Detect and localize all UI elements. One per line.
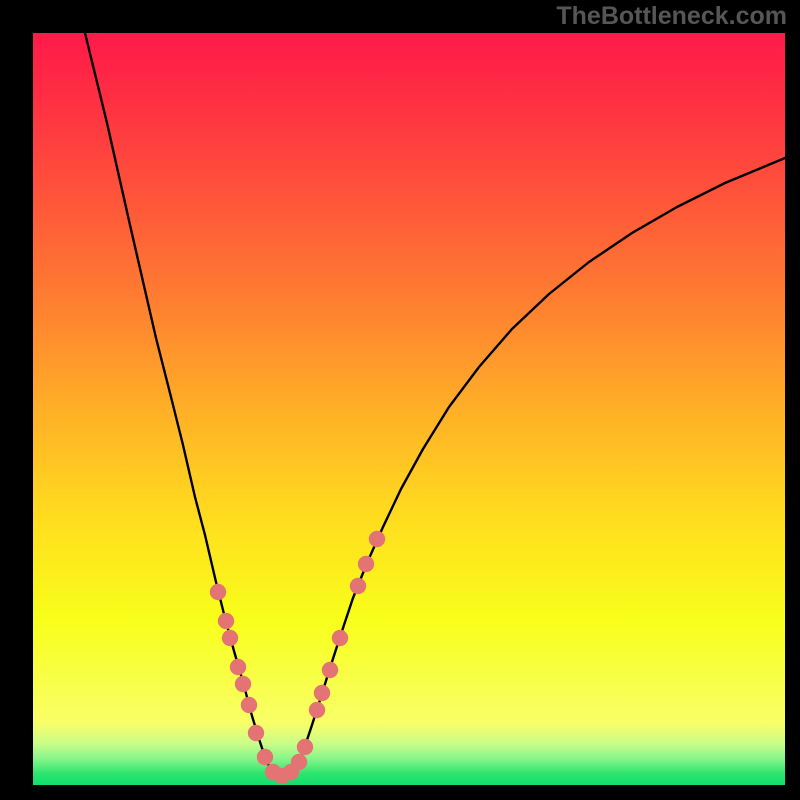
data-marker bbox=[241, 697, 257, 713]
data-marker bbox=[291, 754, 307, 770]
data-marker bbox=[248, 725, 264, 741]
data-marker bbox=[322, 662, 338, 678]
data-marker bbox=[358, 556, 374, 572]
data-marker bbox=[222, 630, 238, 646]
data-marker bbox=[297, 739, 313, 755]
data-marker bbox=[350, 578, 366, 594]
data-marker bbox=[218, 613, 234, 629]
data-marker bbox=[235, 676, 251, 692]
data-marker bbox=[369, 531, 385, 547]
data-marker bbox=[210, 584, 226, 600]
data-marker bbox=[332, 630, 348, 646]
data-marker bbox=[257, 749, 273, 765]
v-curve bbox=[85, 33, 785, 775]
chart-overlay-svg bbox=[0, 0, 800, 800]
data-marker bbox=[309, 702, 325, 718]
data-marker bbox=[314, 685, 330, 701]
data-marker bbox=[230, 659, 246, 675]
